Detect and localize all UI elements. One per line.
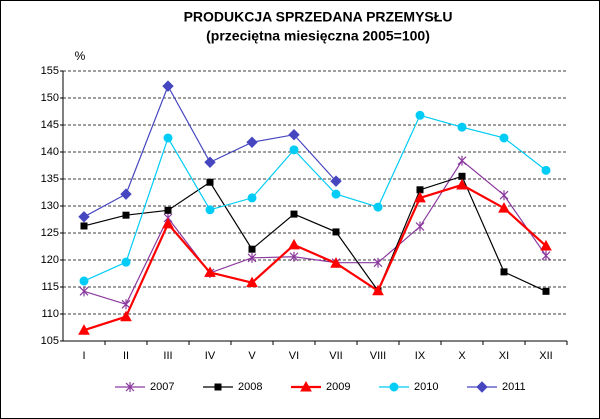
y-axis-label: %: [75, 49, 86, 63]
x-tick-label: IX: [415, 350, 426, 362]
marker: [540, 239, 552, 251]
marker: [289, 251, 299, 262]
x-tick-label: X: [458, 350, 466, 362]
marker: [372, 284, 384, 296]
x-tick-label: VIII: [370, 350, 387, 362]
marker: [498, 202, 510, 213]
marker: [121, 257, 131, 267]
marker: [80, 222, 88, 230]
marker: [162, 217, 174, 229]
marker: [389, 382, 399, 392]
marker: [541, 250, 551, 261]
y-tick-label: 120: [41, 254, 59, 266]
marker: [288, 238, 300, 250]
marker: [121, 299, 131, 310]
marker: [246, 136, 258, 148]
marker: [300, 380, 312, 392]
marker: [331, 189, 341, 199]
x-tick-label: I: [82, 350, 85, 362]
x-tick-label: V: [248, 350, 256, 362]
x-tick-label: XII: [539, 350, 552, 362]
marker: [125, 382, 135, 392]
marker: [78, 324, 90, 335]
marker: [162, 80, 174, 92]
x-tick-label: XI: [499, 350, 509, 362]
chart-subtitle: (przeciętna miesięczna 2005=100): [206, 28, 430, 44]
series-line: [83, 175, 547, 293]
marker: [78, 211, 90, 223]
marker: [458, 172, 466, 180]
series-line: [83, 159, 547, 306]
legend-label: 2011: [502, 381, 526, 393]
marker: [214, 383, 222, 391]
y-tick-label: 105: [41, 335, 59, 347]
chart-title: PRODUKCJA SPRZEDANA PRZEMYSŁU: [184, 9, 453, 25]
marker: [120, 188, 132, 200]
legend-label: 2008: [238, 381, 262, 393]
marker: [542, 287, 550, 295]
x-tick-label: II: [123, 350, 129, 362]
marker: [79, 286, 89, 297]
marker: [248, 245, 256, 253]
marker: [373, 202, 383, 212]
series-line: [83, 183, 547, 332]
y-tick-label: 115: [41, 281, 59, 293]
x-tick-label: IV: [205, 350, 216, 362]
marker: [247, 193, 257, 203]
marker: [499, 190, 509, 201]
y-tick-label: 145: [41, 119, 59, 131]
marker: [415, 221, 425, 232]
y-tick-label: 150: [41, 92, 59, 104]
x-tick-label: VI: [289, 350, 299, 362]
y-tick-label: 110: [41, 308, 59, 320]
marker: [204, 156, 216, 168]
series-line: [83, 114, 547, 282]
marker: [330, 257, 342, 268]
y-tick-label: 135: [41, 173, 59, 185]
marker: [330, 175, 342, 187]
marker: [541, 165, 551, 175]
marker: [373, 257, 383, 268]
marker: [415, 110, 425, 120]
marker: [414, 191, 426, 203]
marker: [164, 206, 172, 214]
marker: [457, 155, 467, 166]
marker: [163, 133, 173, 143]
marker: [332, 228, 340, 236]
marker: [205, 205, 215, 215]
y-tick-label: 125: [41, 227, 59, 239]
legend-label: 2009: [326, 381, 350, 393]
legend-label: 2007: [150, 381, 174, 393]
y-tick-label: 140: [41, 146, 59, 158]
y-tick-label: 155: [41, 65, 59, 77]
marker: [456, 178, 468, 190]
y-tick-label: 130: [41, 200, 59, 212]
legend-label: 2010: [414, 381, 438, 393]
marker: [499, 133, 509, 143]
marker: [457, 122, 467, 132]
marker: [246, 276, 258, 288]
marker: [206, 178, 214, 186]
marker: [290, 210, 298, 218]
marker: [500, 268, 508, 276]
marker: [247, 252, 257, 263]
x-tick-label: III: [163, 350, 172, 362]
marker: [288, 129, 300, 141]
marker: [289, 145, 299, 155]
marker: [204, 266, 216, 277]
x-tick-label: VII: [329, 350, 342, 362]
marker: [79, 276, 89, 286]
marker: [122, 211, 130, 219]
marker: [120, 310, 132, 322]
marker: [476, 381, 488, 393]
